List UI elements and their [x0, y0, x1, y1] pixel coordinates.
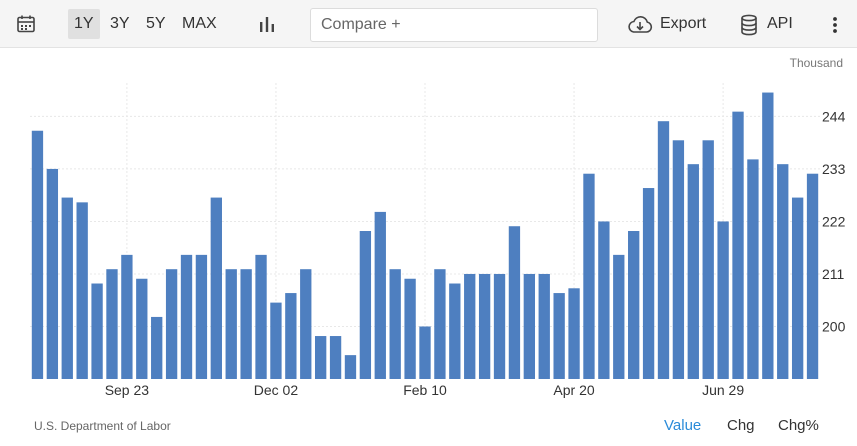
bar — [777, 164, 789, 379]
bar — [419, 326, 431, 379]
bar — [344, 355, 357, 379]
y-tick-label: 244 — [822, 108, 846, 124]
toolbar: 1Y 3Y 5Y MAX Export API — [0, 0, 857, 48]
y-tick-label: 233 — [822, 161, 846, 177]
bar — [568, 288, 580, 379]
range-max-button[interactable]: MAX — [182, 15, 217, 32]
bar — [300, 269, 312, 379]
bar — [389, 269, 401, 379]
bar — [628, 231, 640, 379]
bar — [46, 168, 59, 379]
x-tick-label: Dec 02 — [254, 382, 299, 398]
y-tick-label: 211 — [822, 266, 845, 282]
bar — [493, 273, 506, 379]
bar — [613, 254, 625, 379]
bar — [195, 254, 208, 379]
bar — [314, 336, 327, 379]
bar — [270, 302, 282, 379]
calendar-icon[interactable] — [16, 14, 36, 44]
bar — [583, 173, 595, 379]
bar — [508, 226, 521, 379]
bar — [136, 278, 148, 379]
bar — [717, 221, 729, 379]
bar — [76, 202, 88, 379]
kebab-menu-icon[interactable] — [832, 16, 838, 46]
source-label: U.S. Department of Labor — [34, 419, 171, 433]
compare-input[interactable] — [310, 8, 598, 42]
bar — [255, 254, 267, 379]
bar — [165, 269, 178, 379]
bar — [240, 269, 252, 379]
bar-chart-icon[interactable] — [258, 15, 276, 45]
x-tick-label: Feb 10 — [403, 382, 447, 398]
bar — [210, 197, 222, 379]
tab-value[interactable]: Value — [664, 417, 702, 434]
bar — [687, 164, 699, 379]
bar — [598, 221, 610, 379]
bar — [538, 273, 550, 379]
range-3y-button[interactable]: 3Y — [110, 15, 130, 32]
bar — [329, 336, 342, 379]
bar — [91, 283, 103, 379]
range-5y-button[interactable]: 5Y — [146, 15, 166, 32]
tab-chg-percent[interactable]: Chg% — [778, 417, 819, 434]
bar — [434, 269, 446, 379]
x-tick-label: Apr 20 — [553, 382, 594, 398]
export-button[interactable]: Export — [660, 15, 707, 32]
y-tick-label: 222 — [822, 213, 846, 229]
bar — [657, 121, 670, 380]
bar — [121, 254, 133, 379]
bar — [106, 269, 118, 379]
bar — [791, 197, 804, 379]
bar — [151, 316, 163, 379]
bar — [225, 269, 237, 379]
bar — [61, 197, 73, 379]
y-tick-label: 200 — [822, 318, 846, 334]
bar — [180, 254, 193, 379]
database-icon[interactable] — [740, 14, 758, 44]
x-tick-label: Sep 23 — [105, 382, 150, 398]
bar — [404, 278, 416, 379]
bar — [464, 273, 476, 379]
cloud-download-icon[interactable] — [627, 15, 653, 45]
bar — [285, 293, 297, 379]
bar — [31, 130, 44, 379]
unit-label: Thousand — [789, 56, 843, 70]
bar — [374, 211, 386, 379]
bar — [359, 231, 372, 379]
bar — [523, 273, 536, 379]
bar — [702, 140, 714, 379]
bar — [806, 173, 819, 379]
api-button[interactable]: API — [767, 15, 793, 32]
bar — [672, 140, 685, 379]
bar — [553, 293, 565, 379]
bar — [642, 188, 655, 379]
bar — [732, 111, 744, 380]
bar — [449, 283, 461, 379]
tab-chg[interactable]: Chg — [727, 417, 755, 434]
bar — [478, 273, 491, 379]
range-1y-button[interactable]: 1Y — [68, 9, 100, 39]
bar — [747, 159, 759, 379]
bar-chart: 200 211 222 233 244 Sep 23 Dec 02 Feb 10 Apr 20 J… — [30, 83, 846, 398]
bar — [762, 92, 774, 379]
x-tick-label: Jun 29 — [702, 382, 744, 398]
